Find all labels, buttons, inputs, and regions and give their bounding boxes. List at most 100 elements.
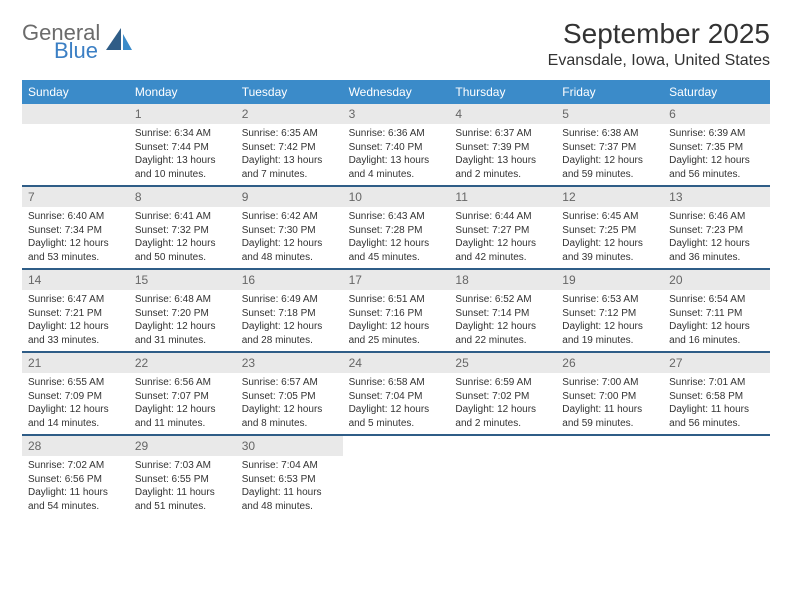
cell-body: Sunrise: 7:00 AMSunset: 7:00 PMDaylight:…: [556, 373, 663, 434]
cell-body: Sunrise: 6:55 AMSunset: 7:09 PMDaylight:…: [22, 373, 129, 434]
weekday-label: Sunday: [22, 80, 129, 104]
day-number: 18: [449, 270, 556, 290]
calendar-cell: 21Sunrise: 6:55 AMSunset: 7:09 PMDayligh…: [22, 353, 129, 434]
calendar-cell: 1Sunrise: 6:34 AMSunset: 7:44 PMDaylight…: [129, 104, 236, 185]
logo-text-blue: Blue: [54, 40, 100, 62]
cell-line: Daylight: 13 hours and 10 minutes.: [135, 154, 230, 181]
day-number: 28: [22, 436, 129, 456]
cell-line: Sunset: 7:30 PM: [242, 224, 337, 238]
weekday-label: Thursday: [449, 80, 556, 104]
cell-line: Daylight: 13 hours and 7 minutes.: [242, 154, 337, 181]
day-number: 3: [343, 104, 450, 124]
day-number: 21: [22, 353, 129, 373]
cell-line: Sunrise: 6:46 AM: [669, 210, 764, 224]
day-number: 15: [129, 270, 236, 290]
calendar-cell: 14Sunrise: 6:47 AMSunset: 7:21 PMDayligh…: [22, 270, 129, 351]
cell-line: Sunset: 7:39 PM: [455, 141, 550, 155]
day-number: 17: [343, 270, 450, 290]
cell-line: Sunset: 6:53 PM: [242, 473, 337, 487]
cell-line: Sunset: 6:56 PM: [28, 473, 123, 487]
cell-line: Sunrise: 7:04 AM: [242, 459, 337, 473]
cell-line: Sunset: 7:25 PM: [562, 224, 657, 238]
day-number: 22: [129, 353, 236, 373]
week-row: 7Sunrise: 6:40 AMSunset: 7:34 PMDaylight…: [22, 187, 770, 270]
day-number: 6: [663, 104, 770, 124]
cell-line: Sunrise: 6:55 AM: [28, 376, 123, 390]
calendar-cell: 27Sunrise: 7:01 AMSunset: 6:58 PMDayligh…: [663, 353, 770, 434]
cell-body: Sunrise: 6:39 AMSunset: 7:35 PMDaylight:…: [663, 124, 770, 185]
cell-line: Sunrise: 6:56 AM: [135, 376, 230, 390]
cell-line: Sunrise: 6:34 AM: [135, 127, 230, 141]
calendar-cell: [663, 436, 770, 517]
day-number: 29: [129, 436, 236, 456]
cell-line: Sunrise: 7:01 AM: [669, 376, 764, 390]
cell-body: Sunrise: 6:49 AMSunset: 7:18 PMDaylight:…: [236, 290, 343, 351]
cell-line: Daylight: 11 hours and 59 minutes.: [562, 403, 657, 430]
cell-line: Sunrise: 6:45 AM: [562, 210, 657, 224]
cell-line: Sunrise: 6:51 AM: [349, 293, 444, 307]
cell-line: Sunset: 7:32 PM: [135, 224, 230, 238]
cell-line: Sunrise: 6:38 AM: [562, 127, 657, 141]
cell-line: Sunrise: 6:48 AM: [135, 293, 230, 307]
cell-line: Daylight: 12 hours and 53 minutes.: [28, 237, 123, 264]
cell-line: Sunset: 7:21 PM: [28, 307, 123, 321]
cell-line: Sunset: 7:27 PM: [455, 224, 550, 238]
cell-body: Sunrise: 6:53 AMSunset: 7:12 PMDaylight:…: [556, 290, 663, 351]
cell-line: Daylight: 12 hours and 8 minutes.: [242, 403, 337, 430]
cell-body: Sunrise: 6:38 AMSunset: 7:37 PMDaylight:…: [556, 124, 663, 185]
day-number: 27: [663, 353, 770, 373]
day-number: 24: [343, 353, 450, 373]
weekday-label: Saturday: [663, 80, 770, 104]
cell-line: Sunset: 7:00 PM: [562, 390, 657, 404]
cell-line: Daylight: 12 hours and 42 minutes.: [455, 237, 550, 264]
cell-line: Daylight: 13 hours and 4 minutes.: [349, 154, 444, 181]
cell-line: Daylight: 11 hours and 51 minutes.: [135, 486, 230, 513]
calendar-cell: 28Sunrise: 7:02 AMSunset: 6:56 PMDayligh…: [22, 436, 129, 517]
calendar-cell: [556, 436, 663, 517]
day-number: 11: [449, 187, 556, 207]
cell-line: Sunrise: 6:58 AM: [349, 376, 444, 390]
title-block: September 2025 Evansdale, Iowa, United S…: [548, 18, 770, 70]
month-title: September 2025: [548, 18, 770, 50]
cell-line: Daylight: 12 hours and 25 minutes.: [349, 320, 444, 347]
cell-line: Sunset: 7:34 PM: [28, 224, 123, 238]
day-number: 7: [22, 187, 129, 207]
cell-line: Sunrise: 6:39 AM: [669, 127, 764, 141]
calendar-cell: 26Sunrise: 7:00 AMSunset: 7:00 PMDayligh…: [556, 353, 663, 434]
cell-line: Sunset: 7:18 PM: [242, 307, 337, 321]
cell-line: Daylight: 12 hours and 5 minutes.: [349, 403, 444, 430]
cell-line: Sunrise: 6:54 AM: [669, 293, 764, 307]
cell-line: Sunset: 7:05 PM: [242, 390, 337, 404]
sail-icon: [106, 28, 132, 57]
cell-line: Daylight: 12 hours and 50 minutes.: [135, 237, 230, 264]
day-number: 20: [663, 270, 770, 290]
day-number: 14: [22, 270, 129, 290]
weeks-container: 1Sunrise: 6:34 AMSunset: 7:44 PMDaylight…: [22, 104, 770, 517]
calendar-cell: 6Sunrise: 6:39 AMSunset: 7:35 PMDaylight…: [663, 104, 770, 185]
cell-line: Sunrise: 6:36 AM: [349, 127, 444, 141]
cell-line: Sunset: 7:04 PM: [349, 390, 444, 404]
calendar-cell: 5Sunrise: 6:38 AMSunset: 7:37 PMDaylight…: [556, 104, 663, 185]
cell-line: Sunrise: 6:37 AM: [455, 127, 550, 141]
calendar-cell: 29Sunrise: 7:03 AMSunset: 6:55 PMDayligh…: [129, 436, 236, 517]
cell-body: Sunrise: 6:34 AMSunset: 7:44 PMDaylight:…: [129, 124, 236, 185]
calendar-cell: 23Sunrise: 6:57 AMSunset: 7:05 PMDayligh…: [236, 353, 343, 434]
cell-body: [663, 456, 770, 510]
cell-body: Sunrise: 7:01 AMSunset: 6:58 PMDaylight:…: [663, 373, 770, 434]
calendar-cell: 30Sunrise: 7:04 AMSunset: 6:53 PMDayligh…: [236, 436, 343, 517]
day-number: 12: [556, 187, 663, 207]
cell-line: Sunset: 7:20 PM: [135, 307, 230, 321]
weekday-label: Friday: [556, 80, 663, 104]
cell-body: Sunrise: 6:48 AMSunset: 7:20 PMDaylight:…: [129, 290, 236, 351]
cell-line: Sunrise: 6:42 AM: [242, 210, 337, 224]
cell-line: Sunset: 7:35 PM: [669, 141, 764, 155]
cell-line: Sunrise: 6:40 AM: [28, 210, 123, 224]
cell-body: Sunrise: 6:36 AMSunset: 7:40 PMDaylight:…: [343, 124, 450, 185]
cell-line: Daylight: 11 hours and 54 minutes.: [28, 486, 123, 513]
cell-line: Sunset: 7:40 PM: [349, 141, 444, 155]
cell-line: Daylight: 12 hours and 33 minutes.: [28, 320, 123, 347]
cell-line: Sunset: 7:11 PM: [669, 307, 764, 321]
cell-line: Daylight: 11 hours and 48 minutes.: [242, 486, 337, 513]
week-row: 1Sunrise: 6:34 AMSunset: 7:44 PMDaylight…: [22, 104, 770, 187]
cell-line: Daylight: 12 hours and 14 minutes.: [28, 403, 123, 430]
